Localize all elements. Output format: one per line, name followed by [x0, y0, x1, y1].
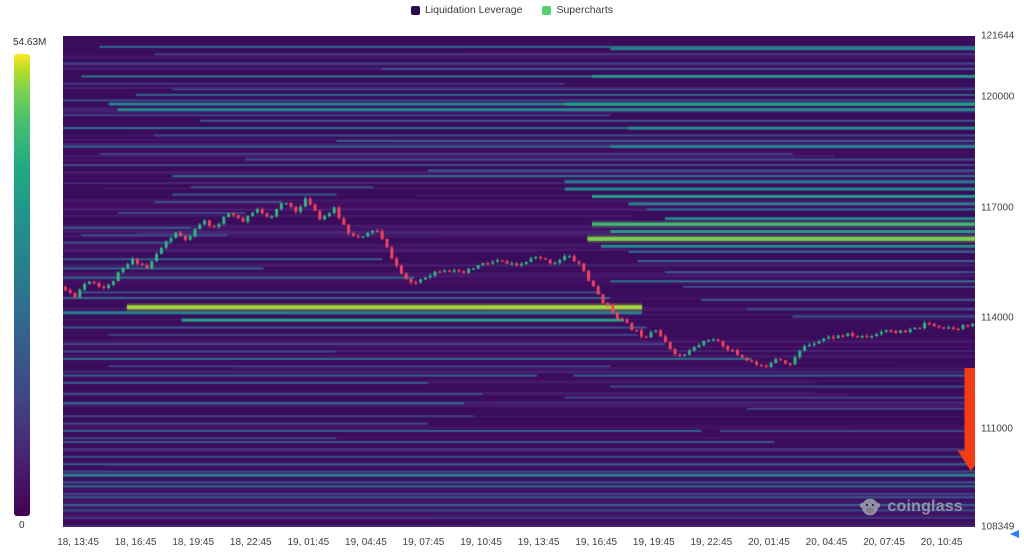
time-axis-label: 19, 13:45	[517, 537, 560, 548]
legend-swatch-icon	[410, 5, 420, 15]
time-axis-label: 19, 22:45	[690, 537, 733, 548]
heatmap-plot[interactable]: coinglass	[63, 36, 975, 527]
heatmap-canvas[interactable]	[63, 36, 975, 527]
time-axis-label: 19, 04:45	[345, 537, 387, 548]
colorbar-max-label: 54.63M	[13, 37, 47, 48]
time-axis-label: 19, 10:45	[460, 537, 502, 548]
price-axis-label: 111000	[981, 423, 1013, 435]
time-axis-label: 20, 07:45	[863, 537, 905, 548]
time-axis-label: 20, 01:45	[748, 537, 790, 548]
time-axis[interactable]: 18, 13:45 18, 16:45 18, 19:45 18, 22:45 19, …	[57, 537, 975, 553]
time-axis-label: 19, 16:45	[575, 537, 618, 548]
time-axis-label: 20, 04:45	[805, 537, 848, 548]
price-axis[interactable]: 121644 120000 117000 114000 111000 108349	[981, 31, 1024, 533]
time-axis-label: 18, 13:45	[57, 537, 99, 548]
legend-label: Supercharts	[556, 4, 614, 16]
price-axis-label: 108349	[981, 521, 1015, 533]
legend-item-liquidation-leverage[interactable]: Liquidation Leverage	[410, 4, 523, 16]
legend-swatch-icon	[542, 5, 552, 15]
time-axis-label: 18, 22:45	[229, 537, 272, 548]
time-axis-label: 19, 19:45	[632, 537, 675, 548]
price-axis-label: 120000	[981, 91, 1015, 103]
price-axis-label: 114000	[981, 312, 1014, 324]
time-axis-label: 19, 01:45	[287, 537, 330, 548]
time-axis-label: 18, 16:45	[114, 537, 157, 548]
axis-current-marker[interactable]	[1009, 529, 1021, 539]
colorbar	[14, 54, 30, 516]
time-axis-label: 20, 10:45	[920, 537, 963, 548]
legend-item-supercharts[interactable]: Supercharts	[542, 4, 613, 16]
colorbar-min-label: 0	[19, 520, 25, 531]
coinglass-gorilla-icon	[860, 498, 881, 516]
coinglass-watermark: coinglass	[859, 497, 963, 517]
time-axis-label: 19, 07:45	[402, 537, 445, 548]
price-axis-label: 117000	[981, 202, 1014, 213]
chart-legend: Liquidation Leverage Supercharts	[0, 2, 1024, 18]
coinglass-logo-text: coinglass	[887, 498, 963, 515]
legend-label: Liquidation Leverage	[424, 4, 523, 16]
price-axis-label: 121644	[981, 30, 1015, 42]
time-axis-label: 18, 19:45	[172, 537, 215, 548]
